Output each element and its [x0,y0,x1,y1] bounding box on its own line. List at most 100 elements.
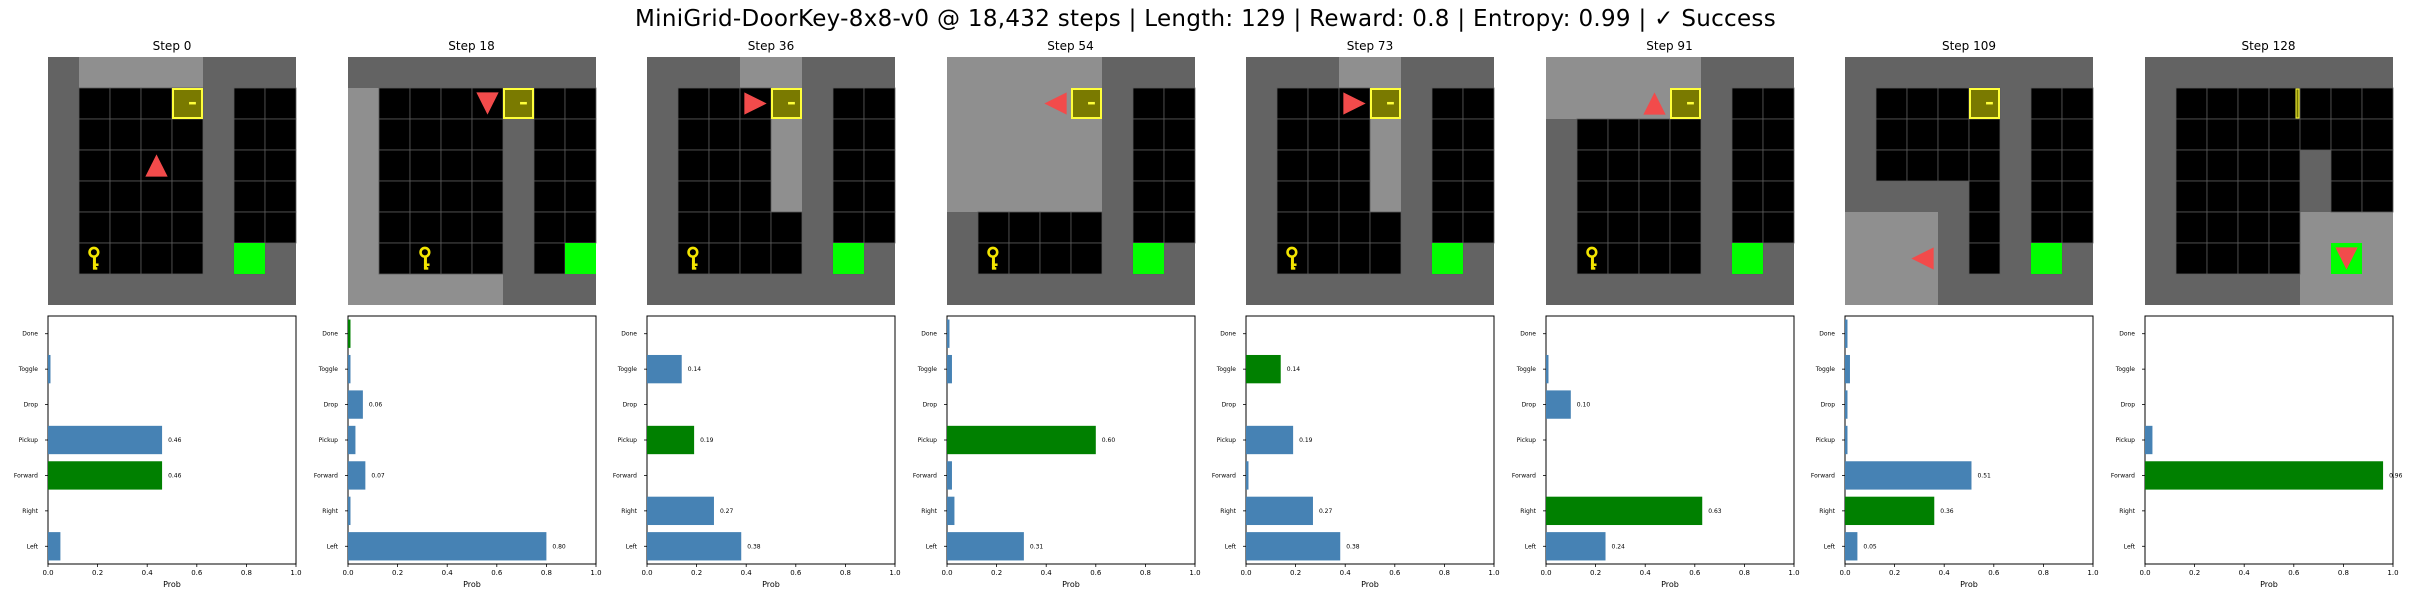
visible-cell [863,149,896,182]
visible-cell [1338,118,1371,151]
floor-cell [1907,274,1938,305]
visible-cell [1163,149,1195,182]
action-label: Drop [922,402,937,409]
visible-cell [2268,149,2300,182]
prob-bar [647,425,695,455]
grid-view [946,57,1195,305]
prob-bar [647,532,742,561]
action-label: Right [1520,508,1536,515]
floor-cell [203,150,234,181]
x-tick-label: 1.0 [1488,569,1499,577]
visible-cell [2030,87,2063,120]
visible-cell [2061,118,2094,151]
floor-cell [1700,88,1732,119]
floor-cell [678,57,709,88]
agent-triangle-icon [475,92,499,115]
visible-cell [1276,87,1309,120]
visible-cell [770,211,803,244]
visible-cell [78,118,111,151]
floor-cell [2299,274,2331,305]
floor-cell [2299,150,2331,181]
visible-cell [564,180,596,213]
visible-cell [1937,118,1970,151]
visible-cell [140,211,173,244]
prob-bar [946,532,1024,561]
floor-cell [946,212,978,243]
grid-view [2144,57,2393,305]
action-label: Drop [1521,402,1536,409]
value-label: 0.46 [168,472,182,479]
action-label: Forward [313,472,337,479]
floor-cell [1101,88,1133,119]
floor-cell [502,274,534,305]
prob-bar [347,496,350,526]
floor-cell [1907,181,1938,212]
floor-cell [1607,274,1639,305]
agent-triangle-icon [1343,92,1366,115]
visible-cell [1906,149,1939,182]
floor-cell [1845,243,1876,274]
action-label: Left [1524,543,1536,550]
visible-cell [1731,149,1763,182]
x-tick-label: 0.8 [2337,569,2348,577]
floor-cell [234,274,265,305]
visible-cell [1462,87,1495,120]
floor-cell [502,212,534,243]
floor-cell [709,57,740,88]
visible-cell [140,118,173,151]
visible-cell [1132,149,1164,182]
floor-cell [79,57,110,88]
visible-cell [171,180,204,213]
visible-cell [708,180,741,213]
visible-cell [708,211,741,244]
visible-cell [1369,242,1402,275]
floor-cell [1545,150,1577,181]
x-tick-label: 0.4 [142,569,154,577]
floor-cell [2000,274,2031,305]
floor-cell [347,57,379,88]
floor-cell [2330,274,2362,305]
visible-cell [533,87,565,120]
floor-cell [1070,274,1102,305]
x-tick-label: 0.8 [1139,569,1150,577]
visible-cell [171,211,204,244]
floor-cell [1101,119,1133,150]
visible-cell [471,180,503,213]
visible-cell [564,87,596,120]
action-label: Pickup [1816,437,1836,444]
x-tick-label: 0.8 [540,569,551,577]
visible-cell [171,118,204,151]
floor-cell [2330,57,2362,88]
floor-cell [347,274,379,305]
prob-bar [1246,532,1341,561]
visible-cell [471,118,503,151]
x-tick-label: 0.2 [1590,569,1601,577]
floor-cell [1101,274,1133,305]
floor-cell [1969,57,2000,88]
visible-cell [109,211,142,244]
floor-cell [533,274,565,305]
prob-bar [1845,390,1848,419]
value-label: 0.31 [1029,543,1043,550]
floor-cell [1545,212,1577,243]
door-icon [1370,88,1401,119]
floor-cell [2062,57,2093,88]
visible-cell [863,118,896,151]
floor-cell [2000,181,2031,212]
visible-cell [471,242,503,275]
x-tick-label: 0.6 [790,569,802,577]
x-tick-label: 1.0 [889,569,900,577]
floor-cell [1246,119,1277,150]
goal-square-icon [2031,243,2062,274]
prob-bar [347,425,355,455]
visible-cell [1638,180,1670,213]
visible-cell [440,180,472,213]
action-label: Pickup [618,437,638,444]
floor-cell [1463,243,1494,274]
floor-cell [1039,181,1071,212]
visible-cell [2206,211,2238,244]
floor-cell [647,243,678,274]
floor-cell [2299,57,2331,88]
prob-bar [1246,354,1281,384]
action-label: Right [322,508,338,515]
